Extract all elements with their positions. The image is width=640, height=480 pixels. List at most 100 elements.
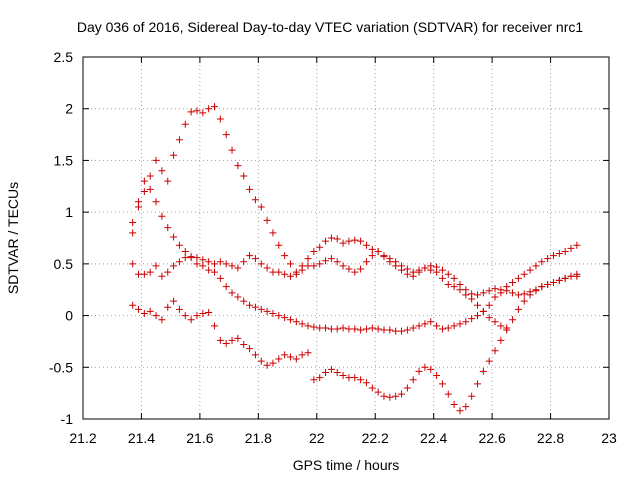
data-point <box>310 247 318 255</box>
data-point <box>409 272 417 280</box>
data-point <box>140 310 148 318</box>
data-point <box>234 293 242 301</box>
data-point <box>438 380 446 388</box>
data-point <box>205 258 213 266</box>
data-point <box>251 351 259 359</box>
data-point <box>222 283 230 291</box>
data-point <box>421 363 429 371</box>
data-point <box>555 276 563 284</box>
data-point <box>532 287 540 295</box>
data-point <box>269 310 277 318</box>
data-point <box>135 270 143 278</box>
data-point <box>380 392 388 400</box>
data-point <box>415 268 423 276</box>
data-point <box>170 262 178 270</box>
data-point <box>286 272 294 280</box>
series-4 <box>129 270 581 415</box>
data-point <box>257 357 265 365</box>
data-point <box>532 262 540 270</box>
data-point <box>526 291 534 299</box>
x-axis-label: GPS time / hours <box>293 457 400 473</box>
data-point <box>140 177 148 185</box>
data-point <box>345 237 353 245</box>
data-point <box>362 325 370 333</box>
data-point <box>281 252 289 260</box>
data-point <box>427 318 435 326</box>
data-point <box>234 264 242 272</box>
data-point <box>152 312 160 320</box>
data-point <box>468 392 476 400</box>
data-point <box>199 310 207 318</box>
data-point <box>228 289 236 297</box>
data-point <box>146 172 154 180</box>
data-point <box>503 326 511 334</box>
data-point <box>497 322 505 330</box>
x-tick-label: 22.4 <box>420 430 447 446</box>
data-point <box>152 198 160 206</box>
data-point <box>433 263 441 271</box>
data-point <box>222 339 230 347</box>
data-point <box>386 326 394 334</box>
data-point <box>427 262 435 270</box>
data-point <box>316 374 324 382</box>
data-point <box>444 390 452 398</box>
data-point <box>339 239 347 247</box>
data-point <box>368 252 376 260</box>
data-point <box>438 325 446 333</box>
data-point <box>304 349 312 357</box>
y-tick-label: 2.5 <box>54 49 74 65</box>
data-point <box>368 324 376 332</box>
data-point <box>409 324 417 332</box>
data-point <box>357 376 365 384</box>
data-point <box>351 236 359 244</box>
data-point <box>322 237 330 245</box>
data-point <box>450 283 458 291</box>
data-point <box>181 247 189 255</box>
data-point <box>228 146 236 154</box>
data-point <box>187 108 195 116</box>
data-point <box>246 301 254 309</box>
data-point <box>193 254 201 262</box>
data-point <box>286 260 294 268</box>
data-point <box>322 368 330 376</box>
data-point <box>333 325 341 333</box>
data-point <box>474 301 481 309</box>
data-point <box>479 307 487 315</box>
series-1 <box>129 103 511 332</box>
data-point <box>263 264 271 272</box>
data-point <box>275 355 283 363</box>
data-point <box>374 247 382 255</box>
data-point <box>485 314 493 322</box>
data-point <box>450 274 458 282</box>
data-point <box>351 268 359 276</box>
data-point <box>561 247 569 255</box>
data-point <box>456 320 464 328</box>
data-point <box>479 289 487 297</box>
x-tick-label: 21.8 <box>245 430 272 446</box>
data-point <box>222 260 230 268</box>
data-point <box>222 131 230 139</box>
data-point <box>351 325 359 333</box>
data-point <box>333 368 341 376</box>
data-point <box>164 303 172 311</box>
data-point <box>175 305 183 313</box>
data-point <box>398 390 406 398</box>
data-point <box>468 315 476 323</box>
data-point <box>573 270 581 278</box>
data-point <box>497 336 505 344</box>
data-point <box>520 297 528 305</box>
data-point <box>327 234 335 242</box>
data-point <box>129 229 137 237</box>
data-point <box>392 327 400 335</box>
data-point <box>205 308 213 316</box>
data-point <box>514 305 522 313</box>
data-point <box>158 212 166 220</box>
data-point <box>322 257 330 265</box>
data-point <box>462 403 470 411</box>
data-point <box>129 301 137 309</box>
data-point <box>544 255 552 263</box>
data-point <box>193 107 201 115</box>
data-point <box>164 177 172 185</box>
data-point <box>257 260 265 268</box>
y-tick-label: -0.5 <box>49 359 73 375</box>
